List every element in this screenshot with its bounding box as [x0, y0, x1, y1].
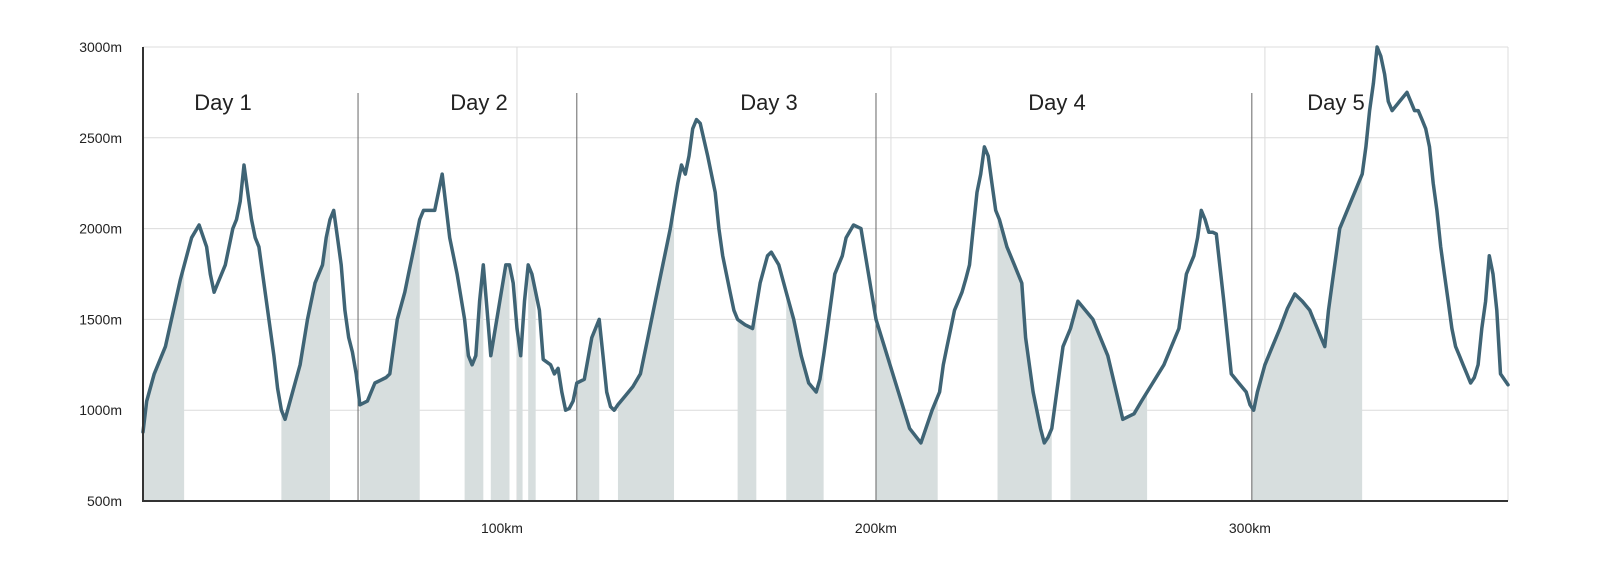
day-dividers [357, 93, 1253, 501]
climb-area [359, 219, 420, 501]
climb-area [490, 264, 510, 501]
day-label: Day 5 [1307, 90, 1364, 115]
elevation-profile [141, 45, 1510, 445]
climb-area [786, 292, 824, 501]
day-label: Day 3 [740, 90, 797, 115]
x-tick-label: 100km [481, 520, 523, 536]
climb-area [875, 319, 938, 501]
climb-area [576, 319, 600, 501]
axis-labels: 500m 1000m 1500m 2000m 2500m 3000m 100km 200km 3… [79, 39, 1271, 536]
y-tick-label: 1500m [79, 311, 122, 327]
climb-area [997, 214, 1052, 502]
day-label: Day 1 [194, 90, 251, 115]
climb-area [516, 328, 523, 501]
y-tick-label: 2500m [79, 130, 122, 146]
climb-areas [143, 174, 1363, 502]
axes [142, 47, 1508, 502]
x-tick-label: 200km [855, 520, 897, 536]
climb-area [528, 264, 536, 501]
climb-area [143, 265, 185, 501]
y-tick-label: 500m [87, 493, 122, 509]
climb-area [281, 219, 330, 501]
y-tick-label: 3000m [79, 39, 122, 55]
climb-area [1251, 174, 1363, 501]
y-tick-label: 1000m [79, 402, 122, 418]
climb-area [1070, 301, 1148, 501]
elevation-line [141, 45, 1510, 445]
x-tick-label: 300km [1229, 520, 1271, 536]
day-labels: Day 1 Day 2 Day 3 Day 4 Day 5 [194, 90, 1364, 115]
day-label: Day 4 [1028, 90, 1085, 115]
y-tick-label: 2000m [79, 221, 122, 237]
day-label: Day 2 [450, 90, 507, 115]
climb-area [737, 305, 757, 501]
